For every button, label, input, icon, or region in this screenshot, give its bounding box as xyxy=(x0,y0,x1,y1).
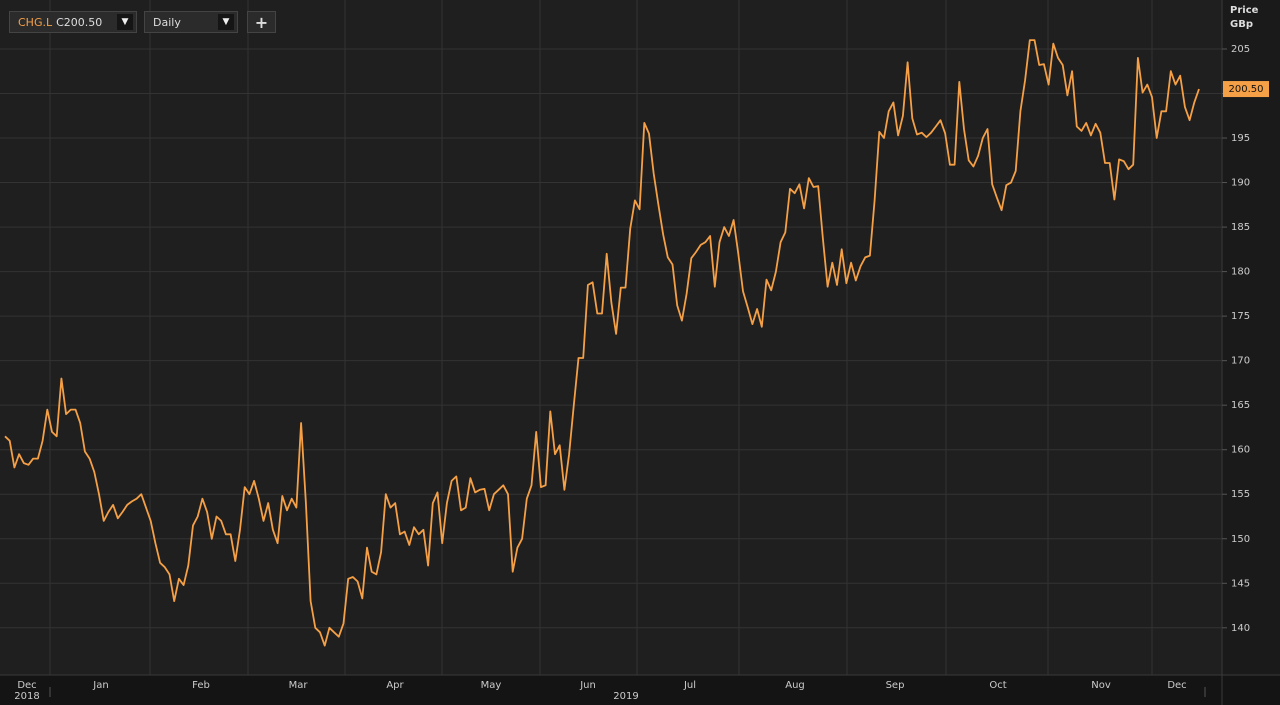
y-axis-band xyxy=(1222,0,1280,675)
x-tick-label: Aug xyxy=(785,680,805,691)
dropdown-arrow: ▼ xyxy=(218,14,234,30)
axis-unit: GBp xyxy=(1230,19,1253,30)
symbol: CHG.L xyxy=(18,15,53,29)
dropdown-arrow: ▼ xyxy=(117,14,133,30)
x-tick-label: Jul xyxy=(683,680,696,691)
last-price-tag xyxy=(1223,81,1269,98)
y-tick-label: 165 xyxy=(1231,400,1250,411)
interval: Daily xyxy=(153,15,181,29)
y-tick-label: 175 xyxy=(1231,311,1250,322)
close-price: C200.50 xyxy=(56,15,103,29)
y-tick-label: 190 xyxy=(1231,178,1250,189)
y-tick-label: 155 xyxy=(1231,489,1250,500)
x-tick-label: Dec xyxy=(1167,680,1186,691)
axis-title: Price xyxy=(1230,5,1259,16)
x-tick-label: Apr xyxy=(386,680,404,691)
y-tick-label: 185 xyxy=(1231,222,1250,233)
y-tick-label: 205 xyxy=(1231,44,1250,55)
add-button[interactable]: + xyxy=(247,11,276,33)
x-tick-label: Jan xyxy=(92,680,108,691)
y-tick-label: 170 xyxy=(1231,356,1250,367)
price-line xyxy=(4,39,1200,647)
x-year-label: 2018 xyxy=(14,691,39,702)
y-tick-label: 140 xyxy=(1231,623,1250,634)
y-tick-label: 160 xyxy=(1231,445,1250,456)
x-tick-label: Nov xyxy=(1091,680,1111,691)
x-tick-label: Sep xyxy=(886,680,905,691)
x-tick-label: May xyxy=(481,680,502,691)
x-tick-label: Oct xyxy=(989,680,1006,691)
x-tick-label: Mar xyxy=(289,680,309,691)
x-tick-label: Jun xyxy=(579,680,596,691)
y-tick-label: 150 xyxy=(1231,534,1250,545)
interval-box[interactable]: Daily ▼ xyxy=(144,11,238,33)
y-tick-label: 145 xyxy=(1231,578,1250,589)
y-tick-label: 180 xyxy=(1231,267,1250,278)
y-tick-label: 195 xyxy=(1231,133,1250,144)
symbol-box[interactable]: CHG.L C200.50 ▼ xyxy=(9,11,137,33)
x-axis-band xyxy=(0,675,1280,705)
x-tick-label: Dec xyxy=(17,680,36,691)
x-year-label: 2019 xyxy=(613,691,638,702)
last-price-label: 200.50 xyxy=(1229,84,1264,95)
x-tick-label: Feb xyxy=(192,680,210,691)
